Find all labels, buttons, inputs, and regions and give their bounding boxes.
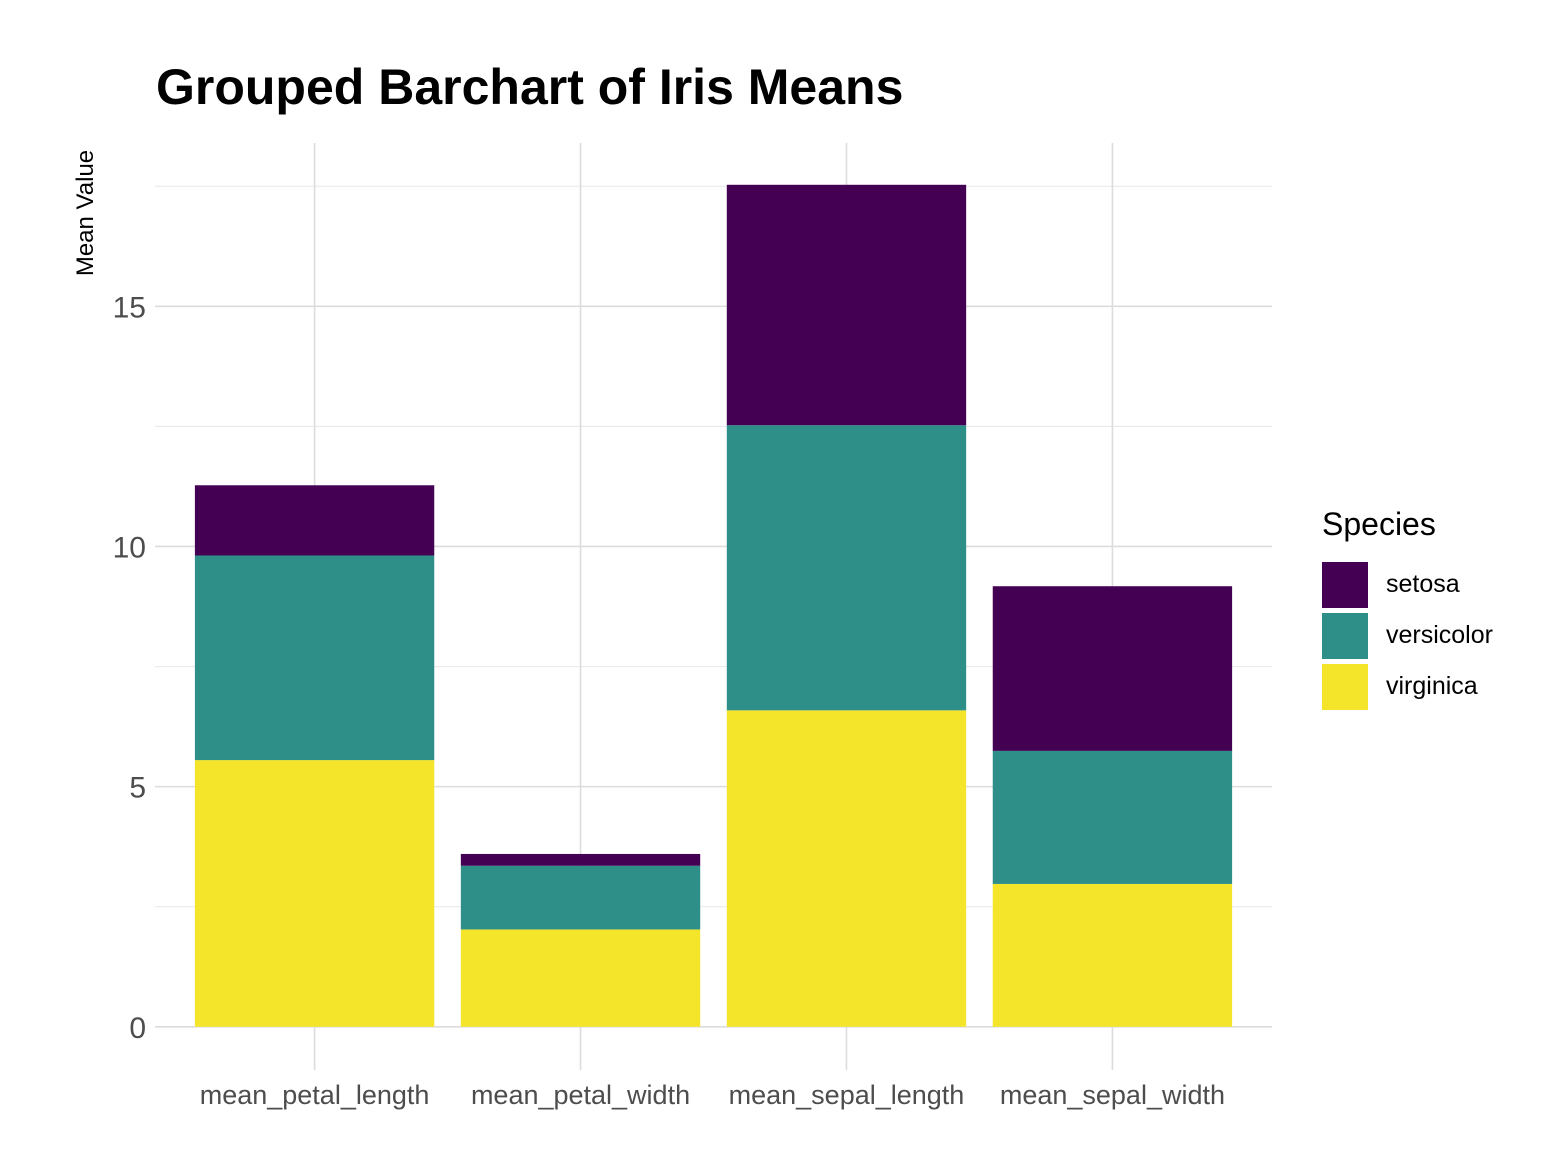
legend-item-virginica: virginica [1322,661,1493,712]
y-tick-label: 15 [113,291,146,324]
bar-setosa-mean_sepal_length [726,184,967,426]
legend-label: versicolor [1386,621,1493,649]
x-tick-label: mean_sepal_length [729,1080,965,1110]
x-tick-label: mean_petal_length [200,1080,430,1110]
legend-title: Species [1322,506,1436,542]
legend: Species setosa versicolor virginica [1322,506,1493,712]
legend-label: setosa [1386,570,1460,598]
bar-virginica-mean_sepal_width [992,883,1233,1027]
y-tick-label: 10 [113,531,146,564]
y-tick-label: 0 [129,1012,146,1045]
x-tick-label: mean_petal_width [471,1080,690,1110]
y-axis-label: Mean Value [72,149,99,277]
x-tick-label: mean_sepal_width [1000,1080,1225,1110]
bar-versicolor-mean_petal_length [194,555,435,761]
y-tick-label: 5 [129,772,146,805]
bar-setosa-mean_petal_width [460,853,701,866]
legend-item-setosa: setosa [1322,559,1493,610]
legend-item-versicolor: versicolor [1322,610,1493,661]
legend-label: virginica [1386,672,1478,700]
bar-setosa-mean_sepal_width [992,586,1233,751]
bar-versicolor-mean_sepal_length [726,425,967,711]
legend-swatch-versicolor [1322,612,1368,659]
bar-virginica-mean_sepal_length [726,710,967,1027]
legend-swatch-setosa [1322,561,1368,608]
bar-setosa-mean_petal_length [194,485,435,556]
bar-versicolor-mean_sepal_width [992,750,1233,884]
chart-title: Grouped Barchart of Iris Means [156,59,904,115]
legend-swatch-virginica [1322,663,1368,710]
bar-virginica-mean_petal_width [460,929,701,1027]
bar-virginica-mean_petal_length [194,760,435,1027]
bar-versicolor-mean_petal_width [460,865,701,930]
